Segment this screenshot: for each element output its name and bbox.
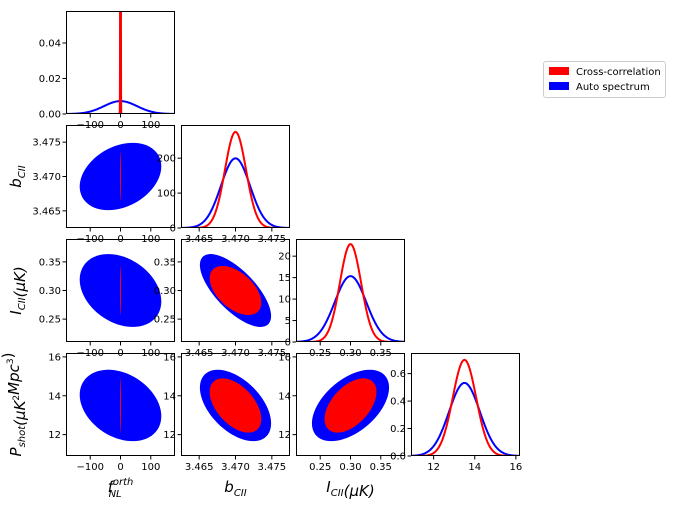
axes-frame bbox=[181, 125, 290, 228]
panel-pshot-fnl: −100 0 100 12 14 16 bbox=[48, 352, 175, 473]
marginal-curve-cross-correlation bbox=[118, 11, 123, 114]
x-axis-label-icii: ICII(μK) bbox=[326, 478, 374, 500]
y-tick-label: 0 bbox=[285, 338, 291, 349]
y-tick-label: 0.35 bbox=[39, 257, 61, 268]
axes-frame bbox=[296, 353, 405, 456]
x-tick-label: 0 bbox=[117, 462, 123, 473]
axes-frame bbox=[66, 239, 175, 342]
y-tick-label: 0.25 bbox=[39, 315, 61, 326]
x-tick-label: 3.470 bbox=[221, 462, 250, 473]
panel-pshot-bcii: 3.465 3.470 3.475 12 14 16 bbox=[163, 352, 290, 473]
panel-content bbox=[199, 369, 272, 442]
y-tick-label: 12 bbox=[163, 430, 176, 441]
marginal-curve-cross-correlation bbox=[308, 243, 393, 342]
axes-frame bbox=[296, 239, 405, 342]
panel-pshot-pshot: 12 14 16 0.0 0.2 0.4 0.6 bbox=[390, 353, 523, 473]
legend-swatch-cross-correlation bbox=[549, 67, 569, 75]
x-tick-label: 3.475 bbox=[258, 462, 287, 473]
panel-content bbox=[411, 358, 520, 456]
panel-content bbox=[79, 254, 162, 327]
marginal-curve-auto-spectrum bbox=[296, 275, 405, 342]
x-tick-label: 14 bbox=[468, 462, 481, 473]
marginal-curve-cross-correlation bbox=[417, 358, 512, 456]
y-tick-label: 20 bbox=[278, 252, 291, 263]
y-tick-label: 16 bbox=[48, 352, 61, 363]
y-tick-label: 0.02 bbox=[39, 74, 61, 85]
y-tick-label: 14 bbox=[48, 391, 61, 402]
y-tick-label: 12 bbox=[48, 430, 61, 441]
y-tick-label: 10 bbox=[278, 295, 291, 306]
y-tick-label: 200 bbox=[157, 154, 176, 165]
y-tick-label: 12 bbox=[278, 430, 291, 441]
y-tick-label: 0.4 bbox=[390, 397, 406, 408]
legend-label: Auto spectrum bbox=[576, 82, 650, 93]
y-tick-label: 0.00 bbox=[39, 110, 61, 121]
axes-frame bbox=[66, 11, 175, 114]
axes-frame bbox=[181, 353, 290, 456]
y-axis-label-bcii: bCII bbox=[7, 165, 28, 187]
y-tick-label: 100 bbox=[157, 189, 176, 200]
axes-frame bbox=[66, 125, 175, 228]
y-tick-label: 0.0 bbox=[390, 452, 406, 463]
x-tick-label: 3.465 bbox=[185, 462, 214, 473]
legend-label: Cross-correlation bbox=[576, 67, 661, 78]
y-tick-label: 3.475 bbox=[32, 138, 61, 149]
legend-frame bbox=[543, 61, 666, 98]
panel-content bbox=[181, 130, 290, 228]
x-tick-label: 100 bbox=[141, 462, 160, 473]
contour-cross-correlation bbox=[324, 378, 377, 433]
x-tick-label: 0.30 bbox=[339, 462, 361, 473]
axes-frame bbox=[181, 239, 290, 342]
panel-content bbox=[66, 11, 175, 114]
y-tick-label: 0.04 bbox=[39, 38, 61, 49]
y-tick-label: 0.35 bbox=[154, 257, 176, 268]
y-tick-label: 16 bbox=[163, 352, 176, 363]
panel-content bbox=[296, 243, 405, 342]
x-tick-label: 0.25 bbox=[309, 462, 331, 473]
legend: Cross-correlation Auto spectrum bbox=[543, 61, 666, 98]
marginal-curve-cross-correlation bbox=[193, 130, 278, 228]
panel-content bbox=[199, 254, 272, 327]
contour-cross-correlation bbox=[119, 265, 122, 316]
y-tick-label: 0.6 bbox=[390, 369, 406, 380]
x-tick-label: −100 bbox=[76, 462, 103, 473]
axes-frame bbox=[66, 353, 175, 456]
y-tick-label: 3.470 bbox=[32, 172, 61, 183]
y-tick-label: 14 bbox=[163, 391, 176, 402]
y-tick-label: 5 bbox=[285, 316, 291, 327]
y-tick-label: 3.465 bbox=[32, 206, 61, 217]
y-tick-label: 0.25 bbox=[154, 315, 176, 326]
y-tick-label: 14 bbox=[278, 391, 291, 402]
y-tick-label: 0 bbox=[170, 224, 176, 235]
y-tick-label: 0.30 bbox=[154, 286, 176, 297]
axes-frame bbox=[411, 353, 520, 456]
x-tick-label: 16 bbox=[510, 462, 523, 473]
marginal-curve-auto-spectrum bbox=[181, 157, 290, 228]
contour-cross-correlation bbox=[119, 152, 122, 201]
contour-cross-correlation bbox=[209, 378, 262, 433]
panel-content bbox=[79, 142, 162, 211]
y-axis-label-pshot: Pshot(μK2Mpc3) bbox=[0, 353, 29, 457]
x-axis-label-bcii: bCII bbox=[224, 478, 246, 499]
contour-cross-correlation bbox=[119, 378, 122, 433]
y-axis-label-icii: ICII(μK) bbox=[7, 266, 29, 314]
contour-cross-correlation bbox=[209, 265, 262, 316]
panel-pshot-icii: 0.25 0.30 0.35 12 14 16 bbox=[278, 352, 405, 473]
marginal-curve-auto-spectrum bbox=[411, 381, 520, 456]
panel-content bbox=[79, 369, 162, 442]
y-tick-label: 0.2 bbox=[390, 424, 406, 435]
panel-content bbox=[311, 369, 390, 442]
x-tick-label: 12 bbox=[427, 462, 440, 473]
y-tick-label: 15 bbox=[278, 273, 291, 284]
y-tick-label: 0.30 bbox=[39, 286, 61, 297]
x-tick-label: 0.35 bbox=[370, 462, 392, 473]
x-axis-label-fnl: forth NL bbox=[108, 477, 134, 500]
y-tick-label: 16 bbox=[278, 352, 291, 363]
legend-swatch-auto-spectrum bbox=[549, 82, 569, 90]
